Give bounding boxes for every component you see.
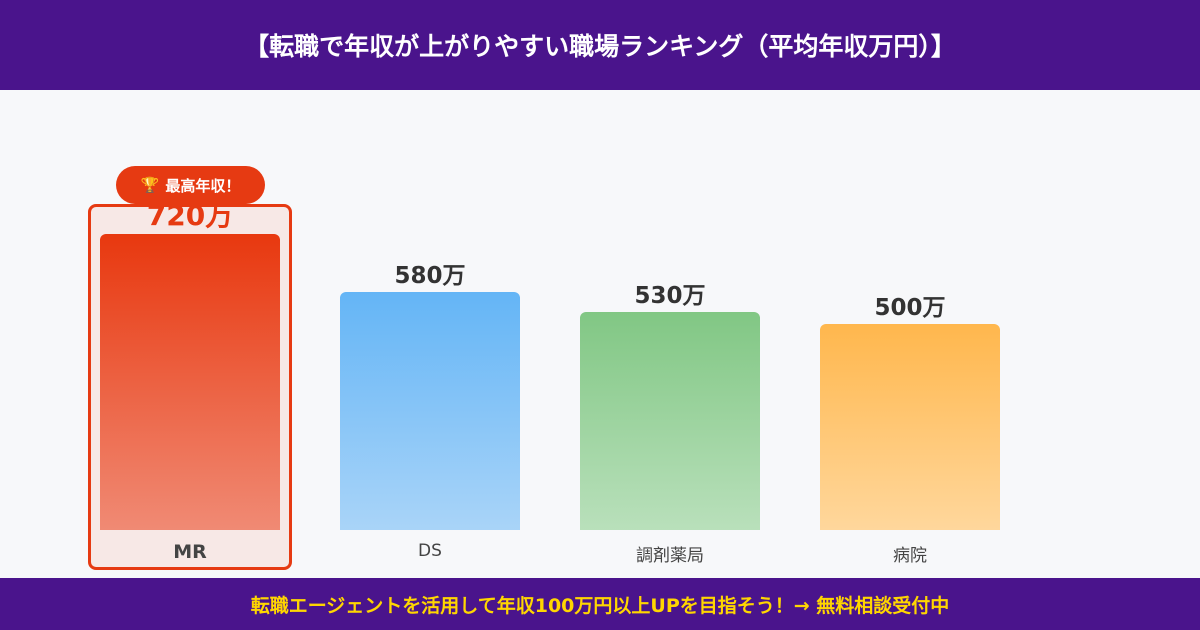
bar-1	[340, 291, 520, 530]
category-label: 病院	[893, 546, 927, 566]
value-label: 720万	[146, 199, 234, 232]
category-label: MR	[173, 541, 207, 563]
category-label: 調剤薬局	[636, 546, 704, 566]
top-salary-badge: 🏆 最高年収！	[116, 166, 265, 204]
footer-banner[interactable]: 転職エージェントを活用して年収100万円以上UPを目指そう！→ 無料相談受付中	[0, 578, 1200, 630]
page-title: 【転職で年収が上がりやすい職場ランキング（平均年収万円）】	[244, 32, 956, 61]
bar-0	[100, 234, 280, 530]
bar-2	[580, 312, 760, 530]
trophy-icon: 🏆	[140, 176, 160, 194]
bar-3	[820, 324, 1000, 530]
value-label: 580万	[394, 262, 466, 289]
header: 【転職で年収が上がりやすい職場ランキング（平均年収万円）】	[0, 0, 1200, 90]
badge-label: 最高年収！	[165, 176, 241, 195]
footer-text: 転職エージェントを活用して年収100万円以上UPを目指そう！→ 無料相談受付中	[250, 594, 950, 617]
category-label: DS	[418, 541, 442, 561]
value-label: 500万	[874, 295, 946, 322]
value-label: 530万	[634, 283, 706, 310]
